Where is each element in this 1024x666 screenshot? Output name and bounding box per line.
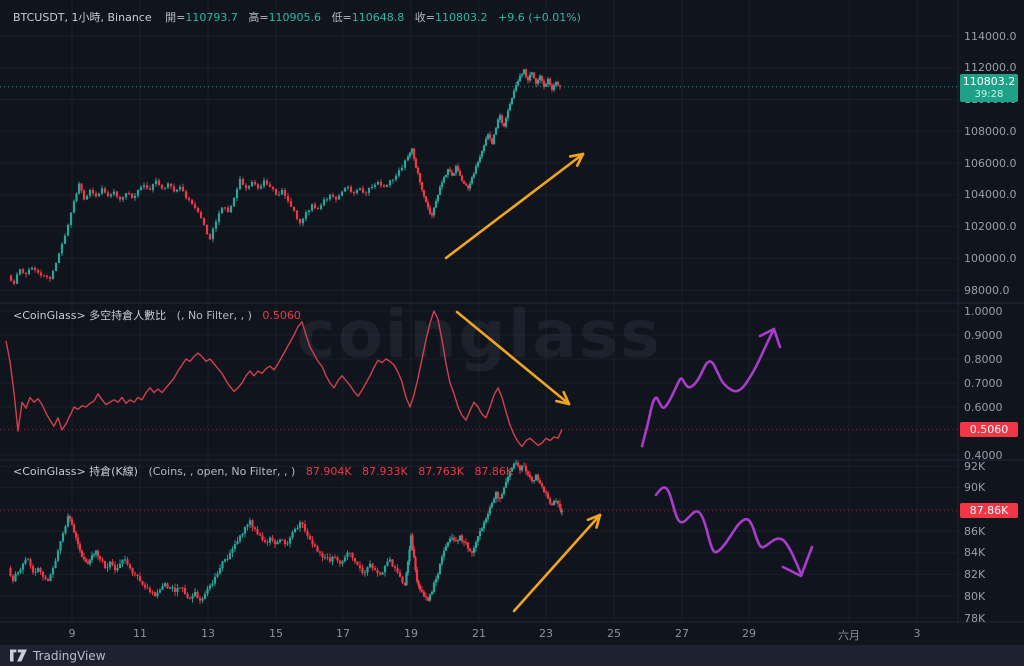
y-axis-tick-label: 0.9000 [964,328,1003,342]
y-axis-tick-label: 0.6000 [964,400,1003,414]
last-price-badge: 110803.2 39:28 [960,74,1018,102]
x-axis-tick-label: 15 [269,627,283,640]
oi-indicator-params: (Coins, , open, No Filter, , ) [148,465,296,478]
legend-price-pane: BTCUSDT, 1小時, Binance 開=110793.7 高=11090… [13,9,581,25]
oi-low-value: 87.763K [418,465,464,478]
ratio-indicator-title[interactable]: <CoinGlass> 多空持倉人數比 [13,309,167,322]
forecast-squiggle-oi [654,486,803,576]
attribution-bar: TradingView [0,645,1024,666]
close-label: 收= [414,11,435,24]
change-value: +9.6 (+0.01%) [498,11,581,24]
last-price-value: 110803.2 [962,75,1016,88]
symbol-title[interactable]: BTCUSDT, 1小時, Binance [13,11,152,24]
ratio-last-value-badge: 0.5060 [960,422,1018,437]
y-axis-tick-label: 80K [964,589,986,603]
open-label: 開= [165,11,186,24]
close-value: 110803.2 [435,11,488,24]
y-axis-tick-label: 78K [964,611,986,625]
y-axis-tick-label: 0.4000 [964,448,1003,462]
y-axis-tick-label: 0.7000 [964,376,1003,390]
x-axis-tick-label: 19 [404,627,418,640]
y-axis-tick-label: 102000.0 [964,220,1017,233]
oi-close-value: 87.86K [474,465,514,478]
x-axis-tick-label: 25 [607,627,621,640]
trend-arrow-up-price [444,152,585,260]
y-axis-tick-label: 112000.0 [964,61,1017,75]
x-axis-tick-label: 23 [539,627,553,640]
y-axis-tick-label: 114000.0 [964,29,1017,43]
high-value: 110905.6 [268,11,322,24]
legend-oi-pane: <CoinGlass> 持倉(K線) (Coins, , open, No Fi… [13,463,513,479]
open-value: 110793.7 [185,11,238,24]
y-axis-tick-label: 98000.0 [964,283,1010,297]
high-label: 高= [248,11,269,24]
y-axis-tick-label: 106000.0 [964,156,1017,170]
time-scale[interactable] [0,622,1024,645]
low-label: 低= [331,11,352,24]
y-axis-tick-label: 90K [964,481,986,495]
open-interest-candles [9,459,564,605]
legend-ratio-pane: <CoinGlass> 多空持倉人數比 (, No Filter, , ) 0.… [13,307,301,323]
low-value: 110648.8 [351,11,405,24]
price-candles [9,68,562,286]
x-axis-tick-label: 27 [675,627,689,640]
y-axis-tick-label: 1.0000 [964,304,1003,318]
bar-countdown: 39:28 [974,89,1004,100]
coinglass-watermark: coinglass [0,296,958,373]
x-axis-tick-label: 11 [133,627,147,640]
trend-arrow-down-ratio [455,310,571,406]
x-axis-tick-label: 3 [913,627,921,640]
ratio-indicator-params: (, No Filter, , ) [176,309,252,322]
oi-open-value: 87.904K [305,465,352,478]
oi-last-value-badge: 87.86K [960,503,1018,518]
x-axis-tick-label: 29 [742,627,756,640]
y-axis-tick-label: 82K [964,568,986,582]
y-axis-tick-label: 84K [964,546,986,560]
y-axis-tick-label: 104000.0 [964,188,1017,202]
y-axis-tick-label: 86K [964,524,986,538]
x-axis-tick-label: 六月 [838,629,860,642]
forecast-squiggle-ratio [640,327,776,448]
y-axis-tick-label: 92K [964,459,986,473]
ratio-value: 0.5060 [262,309,301,322]
x-axis-tick-label: 9 [68,627,76,640]
tradingview-brand-label[interactable]: TradingView [33,648,106,663]
y-axis-tick-label: 0.8000 [964,352,1003,366]
x-axis-tick-label: 21 [472,627,486,640]
trend-arrow-up-oi [512,513,602,613]
oi-indicator-title[interactable]: <CoinGlass> 持倉(K線) [13,465,138,478]
oi-high-value: 87.933K [362,465,408,478]
long-short-ratio-line [5,310,563,448]
y-axis-tick-label: 108000.0 [964,124,1017,138]
x-axis-tick-label: 13 [201,627,215,640]
x-axis-tick-label: 17 [336,627,350,640]
tradingview-logo[interactable] [10,649,27,662]
y-axis-tick-label: 100000.0 [964,251,1017,265]
